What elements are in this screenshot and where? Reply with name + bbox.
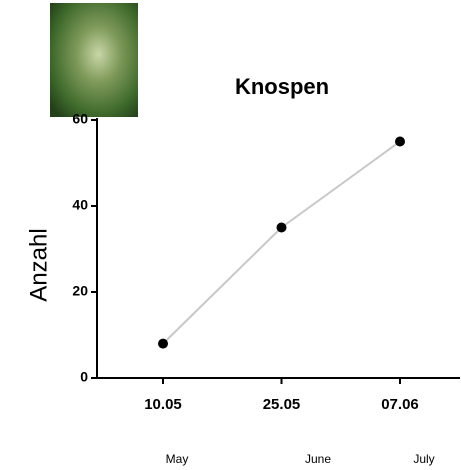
marker [276, 222, 287, 233]
y-axis-label: Anzahl [25, 228, 52, 301]
month-label: July [413, 452, 434, 466]
y-tick-label: 20 [72, 283, 88, 299]
marker [158, 338, 168, 349]
photo [50, 3, 138, 117]
line [162, 140, 401, 345]
y-tick-label: 60 [72, 111, 88, 127]
x-tick-label: 07.06 [381, 396, 419, 413]
chart-title: Knospen [235, 74, 329, 99]
month-label: May [166, 452, 189, 466]
month-label: June [305, 452, 331, 466]
y-tick-label: 40 [72, 197, 88, 213]
y-tick-label: 0 [80, 369, 88, 385]
marker [395, 136, 405, 147]
x-tick-label: 10.05 [144, 396, 182, 413]
x-tick-label: 25.05 [263, 396, 301, 413]
